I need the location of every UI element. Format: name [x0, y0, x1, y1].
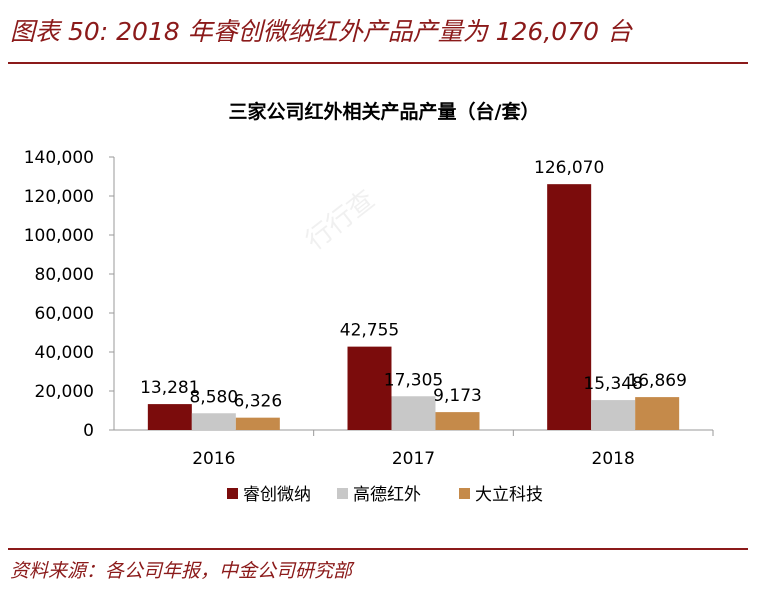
- chart: 三家公司红外相关产品产量（台/套） 0 20,000 40,000 60,000 80,…: [24, 100, 714, 505]
- bar-2: [391, 396, 436, 430]
- y-tick-label: 100,000: [24, 226, 94, 246]
- legend-label: 大立科技: [475, 485, 543, 505]
- y-tick-label: 80,000: [35, 265, 94, 285]
- legend-swatch: [459, 488, 470, 499]
- legend-label: 睿创微纳: [243, 485, 311, 505]
- bar-3: [235, 417, 280, 430]
- bar-3: [435, 412, 480, 430]
- y-tick-label: 0: [83, 421, 94, 441]
- legend-label: 高德红外: [353, 485, 421, 505]
- y-tick-label: 140,000: [24, 148, 94, 168]
- legend-swatch: [227, 488, 238, 499]
- figure-title: 图表 50: 2018 年睿创微纳红外产品产量为 126,070 台: [10, 17, 632, 46]
- data-label: 16,869: [627, 371, 686, 391]
- source-rule: [8, 548, 748, 550]
- data-label: 13,281: [140, 378, 199, 398]
- data-label: 126,070: [534, 158, 604, 178]
- x-tick-label: 2018: [592, 449, 635, 469]
- data-label: 42,755: [340, 321, 399, 341]
- y-tick-label: 120,000: [24, 187, 94, 207]
- data-label: 6,326: [233, 392, 282, 412]
- chart-title: 三家公司红外相关产品产量（台/套）: [229, 100, 540, 123]
- bar-1: [347, 346, 392, 430]
- y-tick-label: 60,000: [35, 304, 94, 324]
- source-note: 资料来源：各公司年报，中金公司研究部: [10, 560, 353, 582]
- bar-1: [547, 184, 592, 430]
- data-label: 8,580: [189, 387, 238, 407]
- data-label: 15,348: [583, 374, 642, 394]
- bar-1: [147, 404, 192, 430]
- data-label: 9,173: [433, 386, 482, 406]
- y-tick-label: 20,000: [35, 382, 94, 402]
- data-label: 17,305: [384, 370, 443, 390]
- x-tick-label: 2017: [392, 449, 435, 469]
- legend-swatch: [337, 488, 348, 499]
- y-tick-label: 40,000: [35, 343, 94, 363]
- title-rule: [8, 62, 748, 64]
- bar-2: [591, 400, 636, 430]
- bar-3: [635, 397, 680, 430]
- x-tick-label: 2016: [192, 449, 235, 469]
- bar-2: [191, 413, 236, 430]
